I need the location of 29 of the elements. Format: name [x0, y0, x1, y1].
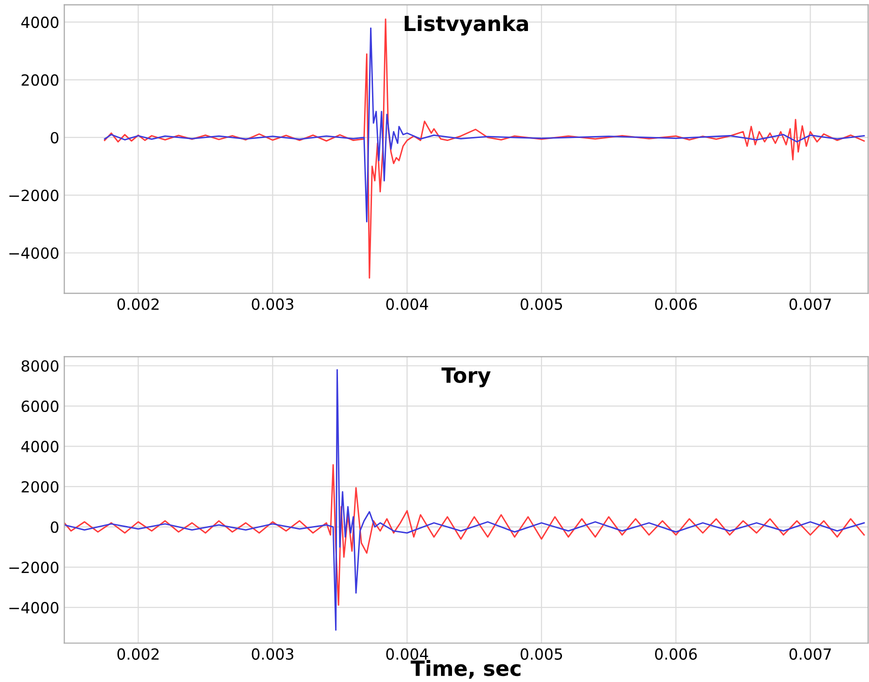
y-tick-label: 2000: [22, 481, 58, 493]
line-series: [64, 369, 865, 631]
y-tick-label: 0: [50, 521, 58, 533]
x-tick-label: 0.002: [117, 298, 159, 310]
y-tick-label: 4000: [21, 440, 58, 452]
y-tick-label: −2000: [9, 562, 58, 574]
line-series: [64, 464, 865, 606]
y-tick-label: −4000: [9, 247, 58, 259]
y-tick-label: 4000: [21, 16, 58, 28]
x-tick-label: 0.006: [655, 648, 697, 660]
x-tick-label: 0.007: [789, 648, 831, 660]
y-tick-label: −2000: [9, 190, 58, 202]
y-tick-label: 6000: [22, 400, 58, 412]
x-tick-label: 0.005: [520, 648, 562, 660]
x-axis-title: Time, sec: [410, 660, 520, 679]
y-tick-label: 0: [50, 132, 58, 144]
x-tick-label: 0.004: [386, 648, 428, 660]
y-tick-label: −4000: [9, 602, 58, 614]
x-tick-label: 0.004: [386, 298, 428, 310]
chart-title: Listvyanka: [404, 15, 528, 36]
x-tick-label: 0.005: [520, 298, 562, 310]
chart-title: Tory: [442, 368, 491, 388]
x-tick-label: 0.007: [789, 298, 831, 310]
y-tick-label: 8000: [22, 360, 58, 372]
x-tick-label: 0.003: [252, 298, 294, 310]
x-tick-label: 0.006: [655, 298, 697, 310]
x-tick-label: 0.003: [252, 648, 294, 660]
y-tick-label: 2000: [22, 74, 58, 86]
x-tick-label: 0.002: [117, 648, 159, 660]
